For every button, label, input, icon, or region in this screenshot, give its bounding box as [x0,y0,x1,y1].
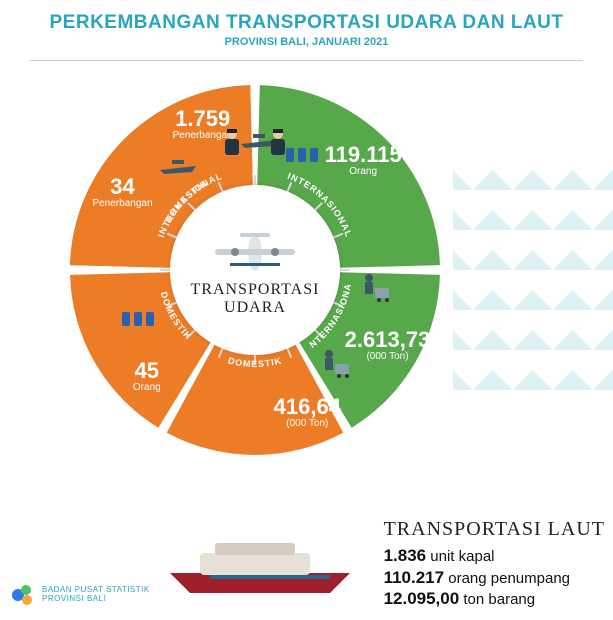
sea-row: 110.217 orang penumpang [384,567,605,589]
page-subtitle: PROVINSI BALI, JANUARI 2021 [0,36,613,48]
donut-stat: 45Orang [102,360,192,394]
donut-stat: 2.613,73(000 Ton) [343,329,433,363]
divider [30,60,583,61]
bg-decoration [453,150,613,410]
donut-stat: 34Penerbangan [77,176,167,210]
airplane-icon [210,223,300,273]
sea-row: 12.095,00 ton barang [384,588,605,610]
slice-icon [359,272,391,308]
page-title: PERKEMBANGAN TRANSPORTASI UDARA DAN LAUT [0,12,613,34]
pilot-icon [219,127,245,163]
donut-stat: 416,64(000 Ton) [262,396,352,430]
boat-icon [160,528,360,598]
sea-row: 1.836 unit kapal [384,545,605,567]
donut-chart: INTERNASIONALINTERNASIONALINTERNASIONALD… [60,75,450,465]
footer: BADAN PUSAT STATISTIK PROVINSI BALI [10,582,150,608]
donut-stat: 119.115Orang [318,144,408,178]
pilot-icon [265,127,291,163]
donut-center: TRANSPORTASI UDARA [170,185,340,355]
sea-block: TRANSPORTASI LAUT 1.836 unit kapal 110.2… [384,518,605,610]
center-title-1: TRANSPORTASI [191,281,320,299]
footer-line-2: PROVINSI BALI [42,595,150,604]
sea-title: TRANSPORTASI LAUT [384,518,605,541]
slice-icon [319,348,351,384]
bps-logo-icon [10,582,36,608]
slice-icon [158,156,198,186]
slice-icon [120,304,158,336]
center-title-2: UDARA [224,299,286,317]
